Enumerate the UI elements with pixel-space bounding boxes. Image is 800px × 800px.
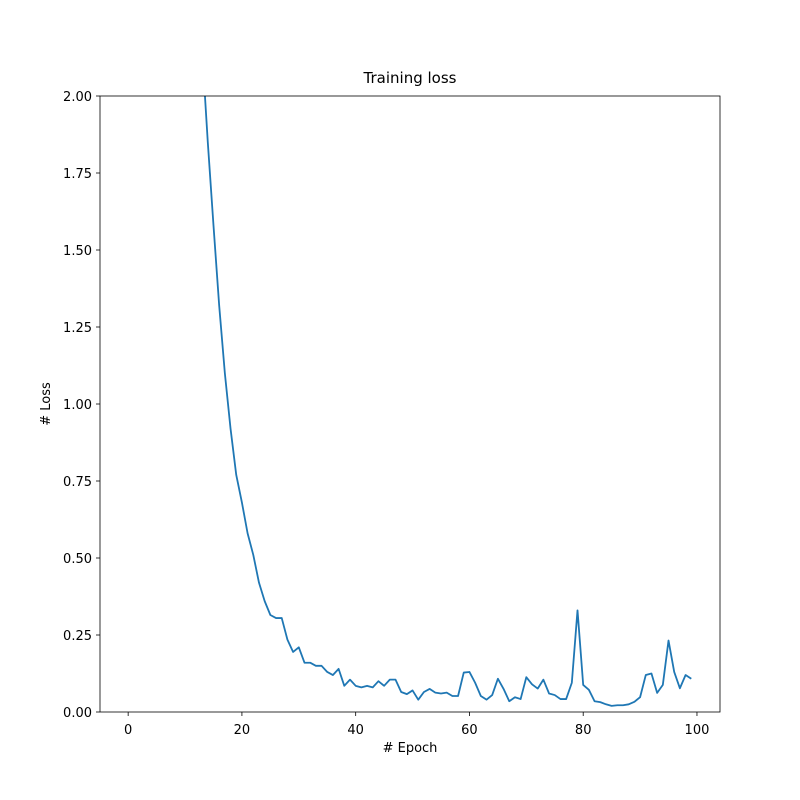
- x-tick-label: 40: [347, 723, 364, 738]
- y-tick-label: 0.75: [63, 475, 92, 490]
- y-tick-label: 0.50: [63, 552, 92, 567]
- x-tick-label: 0: [124, 723, 132, 738]
- line-series: [204, 96, 692, 707]
- x-tick-label: 80: [575, 723, 592, 738]
- chart-title: Training loss: [363, 69, 457, 87]
- y-tick-label: 1.75: [63, 167, 92, 182]
- y-tick-label: 1.25: [63, 321, 92, 336]
- y-tick-label: 1.50: [63, 244, 92, 259]
- x-tick-label: 60: [461, 723, 478, 738]
- y-tick-label: 1.00: [63, 398, 92, 413]
- x-axis-label: # Epoch: [383, 741, 438, 756]
- y-tick-label: 0.25: [63, 629, 92, 644]
- x-tick-label: 100: [685, 723, 710, 738]
- y-tick-label: 0.00: [63, 706, 92, 721]
- y-tick-label: 2.00: [63, 90, 92, 105]
- plot-frame: [99, 95, 721, 713]
- y-axis-label: # Loss: [39, 382, 54, 426]
- x-tick-label: 20: [234, 723, 251, 738]
